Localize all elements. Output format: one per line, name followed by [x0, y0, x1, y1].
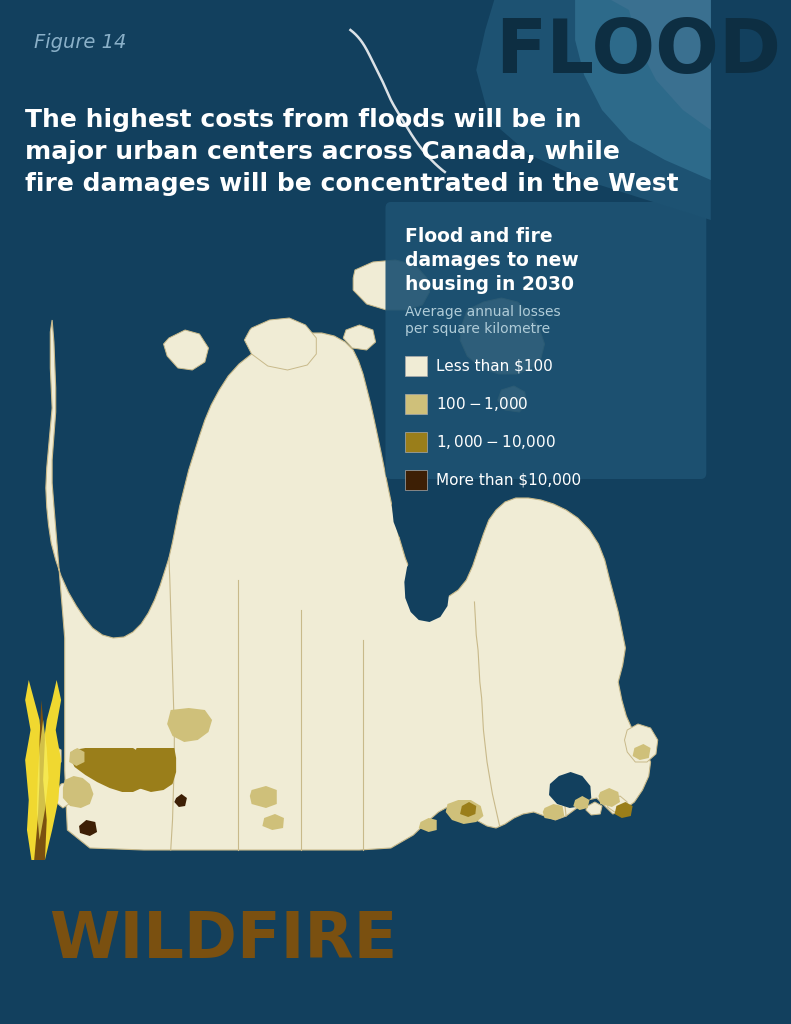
Polygon shape [625, 724, 658, 762]
Text: The highest costs from floods will be in: The highest costs from floods will be in [25, 108, 581, 132]
Polygon shape [460, 298, 544, 374]
Polygon shape [130, 748, 176, 792]
Polygon shape [174, 794, 187, 807]
Text: Figure 14: Figure 14 [34, 33, 127, 51]
Polygon shape [69, 748, 85, 766]
Polygon shape [250, 786, 277, 808]
Polygon shape [476, 0, 711, 220]
Polygon shape [611, 0, 711, 130]
Polygon shape [164, 330, 209, 370]
Bar [405, 394, 427, 414]
Polygon shape [25, 680, 61, 860]
Polygon shape [167, 708, 212, 742]
Text: FLOOD: FLOOD [495, 15, 781, 88]
Polygon shape [63, 776, 93, 808]
Polygon shape [404, 548, 449, 622]
Polygon shape [557, 0, 711, 180]
Polygon shape [543, 804, 564, 820]
Text: $1,000 - $10,000: $1,000 - $10,000 [436, 433, 555, 451]
Text: WILDFIRE: WILDFIRE [49, 909, 398, 971]
Polygon shape [244, 318, 316, 370]
Polygon shape [418, 818, 437, 831]
Text: More than $10,000: More than $10,000 [436, 472, 581, 487]
Bar [405, 470, 427, 490]
Polygon shape [607, 796, 627, 812]
Text: Flood and fire: Flood and fire [405, 226, 553, 246]
Text: fire damages will be concentrated in the West: fire damages will be concentrated in the… [25, 172, 679, 196]
Polygon shape [263, 814, 284, 830]
Text: Average annual losses: Average annual losses [405, 305, 561, 319]
Text: major urban centers across Canada, while: major urban centers across Canada, while [25, 140, 620, 164]
Polygon shape [586, 802, 602, 815]
Bar [405, 356, 427, 376]
Polygon shape [421, 376, 464, 420]
Polygon shape [34, 700, 47, 860]
Polygon shape [498, 386, 527, 412]
Polygon shape [343, 325, 376, 350]
Text: Less than $100: Less than $100 [436, 358, 553, 374]
Polygon shape [445, 800, 483, 824]
Bar [405, 432, 427, 452]
Polygon shape [615, 802, 633, 818]
Polygon shape [48, 746, 61, 766]
Text: damages to new: damages to new [405, 251, 579, 269]
Polygon shape [633, 744, 650, 760]
Polygon shape [37, 720, 48, 840]
Polygon shape [70, 748, 149, 792]
FancyBboxPatch shape [385, 202, 706, 479]
Text: $100 - $1,000: $100 - $1,000 [436, 395, 528, 413]
Polygon shape [392, 362, 467, 550]
Polygon shape [573, 796, 589, 810]
Polygon shape [460, 802, 476, 817]
Polygon shape [46, 319, 650, 850]
Polygon shape [79, 820, 97, 836]
Polygon shape [599, 788, 620, 807]
Polygon shape [353, 260, 430, 310]
Polygon shape [54, 782, 74, 808]
Text: housing in 2030: housing in 2030 [405, 274, 574, 294]
Text: per square kilometre: per square kilometre [405, 322, 551, 336]
Polygon shape [549, 772, 591, 808]
